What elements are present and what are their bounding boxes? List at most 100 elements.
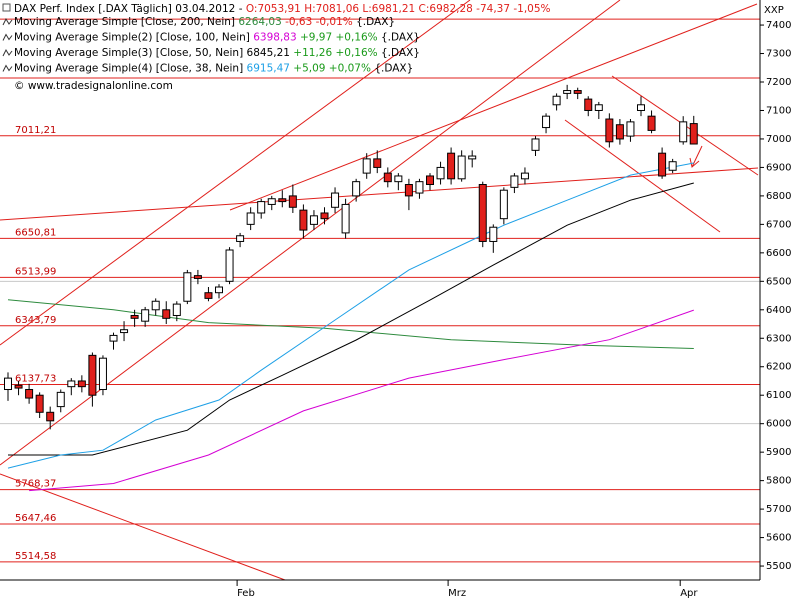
candle-body xyxy=(468,155,477,160)
candle-body xyxy=(193,275,202,279)
candle-body xyxy=(520,172,529,180)
trend-line xyxy=(0,0,471,346)
candle-body xyxy=(489,226,498,242)
candle-body xyxy=(141,309,150,322)
candle-body xyxy=(215,286,223,294)
icon xyxy=(2,17,13,26)
x-tick-label: Feb xyxy=(237,588,255,599)
candle-body xyxy=(120,329,129,334)
y-tick-label: 6900 xyxy=(766,162,791,173)
candle-body xyxy=(151,300,160,311)
legend-ticker: {.DAX} xyxy=(356,16,395,28)
legend-last: 6915,47 xyxy=(247,63,290,75)
candle-body xyxy=(236,235,245,242)
indicator-line xyxy=(29,309,694,492)
y-tick-label: 5700 xyxy=(766,504,791,515)
trend-line xyxy=(564,119,721,233)
candle-body xyxy=(67,380,76,388)
candle-body xyxy=(331,192,340,208)
candles xyxy=(4,84,698,430)
candle-body xyxy=(626,121,635,137)
legend-ticker: {.DAX} xyxy=(374,63,413,75)
candle-body xyxy=(320,212,329,220)
candle-body xyxy=(130,314,139,319)
legend-entry: Moving Average Simple [Close, 200, Nein]… xyxy=(14,16,395,28)
candle-body xyxy=(615,124,624,140)
candle-body xyxy=(447,152,456,180)
candle-body xyxy=(457,155,466,180)
legend-ticker: {.DAX} xyxy=(381,47,420,59)
level-label: 5514,58 xyxy=(15,551,56,562)
legend-last: 6398,83 xyxy=(253,32,296,44)
y-tick-label: 6300 xyxy=(766,333,791,344)
header-line: DAX Perf. Index [.DAX Täglich] 03.04.201… xyxy=(14,3,551,15)
y-tick-label: 7300 xyxy=(766,49,791,60)
y-tick-label: 7400 xyxy=(766,20,791,31)
candle-body xyxy=(415,181,424,194)
candle-body xyxy=(426,175,434,186)
candle-body xyxy=(4,377,12,391)
candle-body xyxy=(394,175,403,183)
level-label: 6650,81 xyxy=(15,227,56,238)
candle-body xyxy=(563,90,572,94)
candle-body xyxy=(594,104,603,111)
icon xyxy=(2,3,11,12)
y-tick-label: 6100 xyxy=(766,390,791,401)
legend-change: +11,26 +0,16% xyxy=(293,47,377,59)
y-tick-label: 7100 xyxy=(766,105,791,116)
y-tick-label: 5800 xyxy=(766,476,791,487)
candle-body xyxy=(299,209,308,231)
candle-body xyxy=(88,354,97,396)
candle-body xyxy=(246,212,255,225)
y-tick-label: 6800 xyxy=(766,191,791,202)
y-tick-label: 6600 xyxy=(766,248,791,259)
candle-body xyxy=(25,389,34,399)
icon xyxy=(2,48,13,57)
legend-ticker: {.DAX} xyxy=(381,32,420,44)
candle-body xyxy=(436,166,445,180)
indicator-lines xyxy=(7,162,694,492)
title: DAX Perf. Index [.DAX Täglich] 03.04.201… xyxy=(14,3,243,15)
candle-body xyxy=(288,195,297,208)
level-label: 5647,46 xyxy=(15,513,56,524)
x-tick-label: Apr xyxy=(680,588,698,599)
indicator-line xyxy=(8,182,694,456)
candle-body xyxy=(162,309,171,319)
candle-body xyxy=(278,198,287,203)
icon xyxy=(2,64,13,72)
candle-body xyxy=(689,123,698,145)
legend-entry: Moving Average Simple(3) [Close, 50, Nei… xyxy=(14,47,420,59)
candle-body xyxy=(35,394,44,413)
y-tick-label: 6700 xyxy=(766,219,791,230)
y-tick-label: 7200 xyxy=(766,77,791,88)
watermark: © www.tradesignalonline.com xyxy=(14,80,173,92)
indicator-line xyxy=(7,299,694,349)
level-label: 6137,73 xyxy=(15,373,56,384)
candle-body xyxy=(668,161,677,171)
y-unit: XXP xyxy=(764,5,784,16)
legend-entry: Moving Average Simple(4) [Close, 38, Nei… xyxy=(14,63,413,75)
level-label: 6513,99 xyxy=(15,266,56,277)
legend-name: Moving Average Simple [Close, 200, Nein] xyxy=(14,16,235,28)
candle-body xyxy=(383,172,392,183)
candle-body xyxy=(478,184,487,242)
candle-body xyxy=(109,334,118,342)
candle-body xyxy=(204,292,213,299)
candle-body xyxy=(267,198,276,205)
candle-body xyxy=(225,249,234,282)
x-tick-label: Mrz xyxy=(448,588,466,599)
legend-change: +9,97 +0,16% xyxy=(300,32,378,44)
levels: 7011,21 6650,81 6513,99 6343,79 6137,73 5768,… xyxy=(0,18,760,563)
candle-body xyxy=(679,121,688,143)
level-label: 5768,37 xyxy=(15,479,56,490)
y-tick-label: 6000 xyxy=(766,419,791,430)
candle-body xyxy=(552,95,561,106)
y-tick-label: 6400 xyxy=(766,305,791,316)
level-label: 6343,79 xyxy=(15,315,56,326)
level-label: 7011,21 xyxy=(15,125,56,136)
y-tick-label: 6200 xyxy=(766,362,791,373)
quote: O:7053,91 H:7081,06 L:6981,21 C:6982,28 … xyxy=(246,3,551,15)
